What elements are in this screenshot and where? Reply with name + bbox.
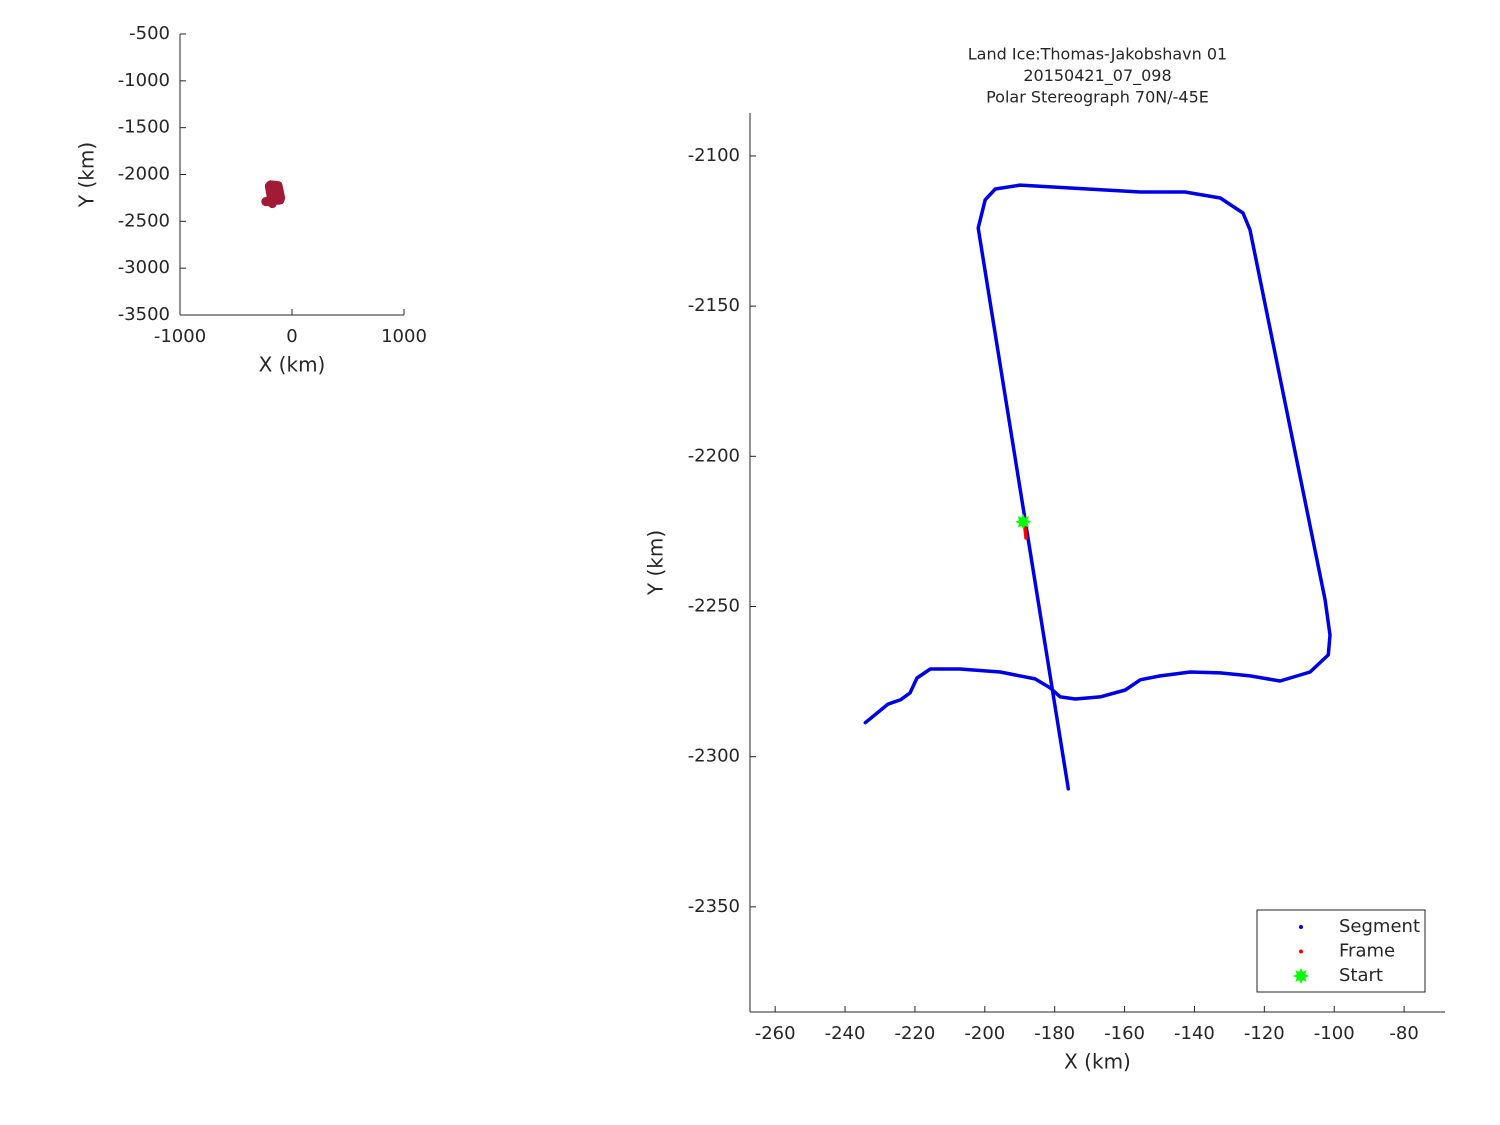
y-tick-label: -2000 bbox=[118, 164, 170, 185]
x-tick-label: -160 bbox=[1104, 1023, 1145, 1044]
x-tick-label: -180 bbox=[1034, 1023, 1075, 1044]
x-tick-label: -100 bbox=[1314, 1023, 1355, 1044]
x-tick-label: -200 bbox=[964, 1023, 1005, 1044]
legend-label: Segment bbox=[1339, 916, 1420, 937]
track bbox=[261, 180, 286, 209]
y-tick-label: -2200 bbox=[688, 445, 740, 466]
y-tick-label: -1500 bbox=[118, 117, 170, 138]
x-tick-label: -140 bbox=[1174, 1023, 1215, 1044]
y-tick-label: -3000 bbox=[118, 257, 170, 278]
y-tick-label: -2100 bbox=[688, 145, 740, 166]
x-tick-label: -120 bbox=[1244, 1023, 1285, 1044]
x-tick-label: 1000 bbox=[381, 326, 427, 347]
x-tick-label: -260 bbox=[755, 1023, 796, 1044]
y-tick-label: -500 bbox=[129, 23, 170, 44]
y-tick-label: -2300 bbox=[688, 746, 740, 767]
start-marker bbox=[1015, 513, 1032, 530]
x-axis-label: X (km) bbox=[1064, 1050, 1131, 1074]
legend-box bbox=[1256, 909, 1426, 993]
y-tick-label: -1000 bbox=[118, 70, 170, 91]
y-tick-label: -2350 bbox=[688, 896, 740, 917]
y-tick-label: -2150 bbox=[688, 295, 740, 316]
legend-marker bbox=[1299, 925, 1303, 929]
x-tick-label: 0 bbox=[286, 326, 297, 347]
legend-label: Frame bbox=[1339, 941, 1395, 962]
y-axis-label: Y (km) bbox=[75, 142, 99, 208]
track bbox=[863, 183, 1332, 791]
y-tick-label: -2500 bbox=[118, 210, 170, 231]
legend-marker bbox=[1299, 949, 1303, 954]
legend-label: Start bbox=[1339, 965, 1383, 986]
x-tick-label: -1000 bbox=[154, 326, 206, 347]
legend-marker bbox=[1293, 968, 1309, 984]
x-tick-label: -240 bbox=[825, 1023, 866, 1044]
chart-title: 20150421_07_098 bbox=[1023, 66, 1171, 86]
x-tick-label: -220 bbox=[894, 1023, 935, 1044]
x-tick-label: -80 bbox=[1389, 1023, 1418, 1044]
chart-title: Polar Stereograph 70N/-45E bbox=[986, 88, 1209, 107]
chart-title: Land Ice:Thomas-Jakobshavn 01 bbox=[968, 45, 1227, 64]
x-axis-label: X (km) bbox=[259, 353, 326, 377]
y-tick-label: -2250 bbox=[688, 596, 740, 617]
y-tick-label: -3500 bbox=[118, 304, 170, 325]
y-axis-label: Y (km) bbox=[644, 530, 668, 596]
